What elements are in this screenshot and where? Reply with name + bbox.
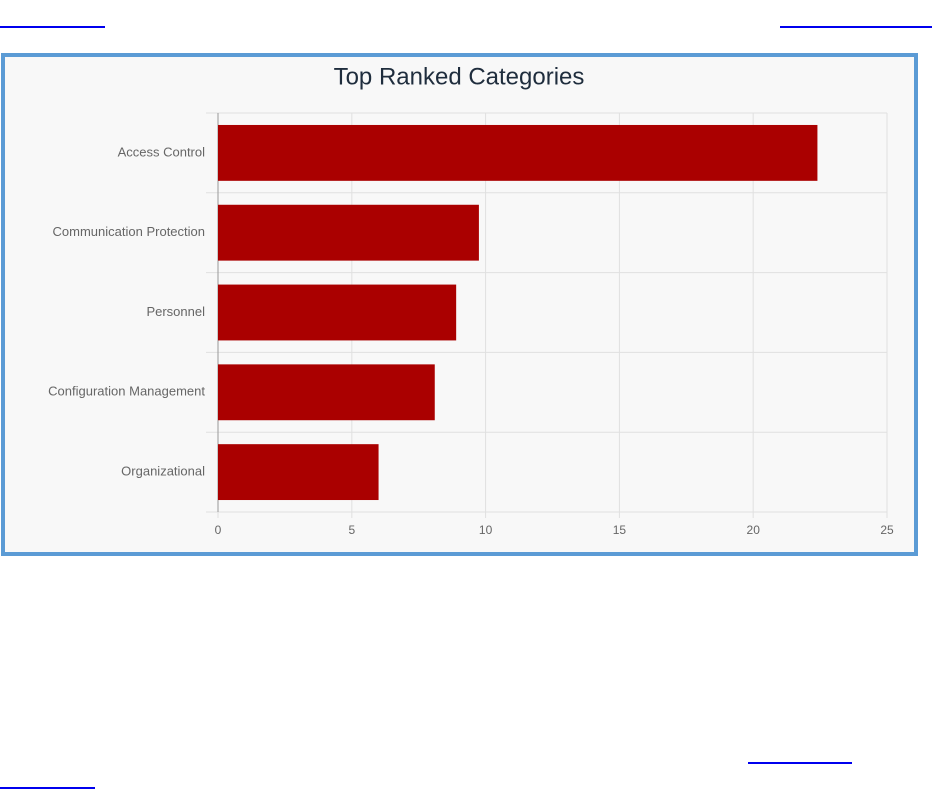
bar: [218, 364, 435, 421]
y-tick-label: Access Control: [118, 144, 206, 159]
y-tick-label: Communication Protection: [53, 224, 205, 239]
x-tick-label: 5: [348, 523, 355, 537]
bar: [218, 204, 479, 261]
x-tick-label: 25: [880, 523, 894, 537]
x-tick-label: 15: [613, 523, 627, 537]
x-tick-label: 0: [215, 523, 222, 537]
y-tick-label: Organizational: [121, 464, 205, 479]
y-tick-label: Configuration Management: [48, 384, 205, 399]
chart-title: Top Ranked Categories: [334, 63, 585, 90]
bar: [218, 284, 457, 341]
bar: [218, 444, 379, 501]
x-tick-label: 10: [479, 523, 493, 537]
bar: [218, 124, 818, 181]
x-tick-label: 20: [747, 523, 761, 537]
y-tick-label: Personnel: [146, 304, 205, 319]
